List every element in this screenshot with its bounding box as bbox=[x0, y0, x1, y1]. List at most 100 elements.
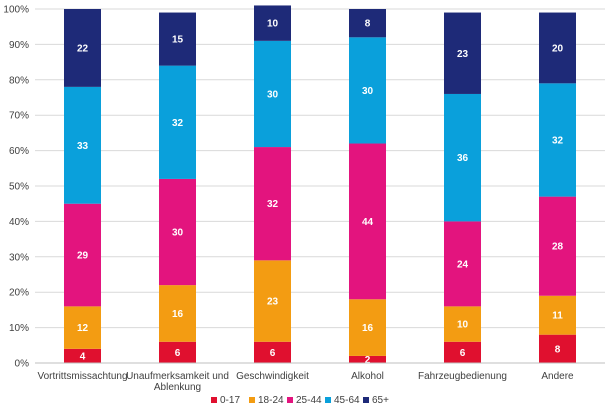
bar-segment bbox=[539, 334, 576, 363]
bar-segment bbox=[159, 12, 196, 66]
legend-swatch bbox=[325, 397, 331, 403]
data-label: 6 bbox=[175, 348, 181, 359]
bar-segment bbox=[444, 12, 481, 94]
data-label: 24 bbox=[457, 259, 469, 270]
x-tick-label: Fahrzeugbedienung bbox=[418, 371, 507, 382]
bar-segment bbox=[159, 65, 196, 179]
data-label: 30 bbox=[172, 228, 184, 239]
data-label: 23 bbox=[457, 49, 469, 60]
data-label: 36 bbox=[457, 153, 469, 164]
bar-segment bbox=[64, 203, 101, 307]
data-label: 10 bbox=[457, 320, 469, 331]
bar-segment bbox=[444, 306, 481, 342]
bar-segment bbox=[539, 295, 576, 335]
legend: 0-17 18-24 25-44 45-64 65+ bbox=[211, 395, 389, 406]
bar-stack: 4 12 29 33 22 bbox=[64, 9, 101, 363]
data-label: 11 bbox=[552, 311, 563, 322]
data-label: 8 bbox=[365, 19, 371, 30]
data-label: 10 bbox=[267, 19, 279, 30]
bar-segment bbox=[64, 348, 101, 363]
data-label: 6 bbox=[460, 348, 466, 359]
data-label: 4 bbox=[80, 351, 86, 362]
legend-label: 0-17 bbox=[220, 395, 240, 406]
bar-stack: 6 16 30 32 15 bbox=[159, 12, 196, 363]
data-label: 16 bbox=[172, 309, 184, 320]
legend-item: 18-24 bbox=[249, 395, 284, 406]
y-tick-label: 90% bbox=[9, 40, 29, 51]
bar-segment bbox=[159, 341, 196, 363]
data-label: 20 bbox=[552, 43, 564, 54]
data-label: 8 bbox=[555, 344, 561, 355]
x-tick-label: Andere bbox=[541, 371, 574, 382]
bar-segment bbox=[444, 221, 481, 307]
bar-segment bbox=[349, 37, 386, 144]
data-label: 12 bbox=[77, 323, 89, 334]
data-label: 15 bbox=[172, 35, 184, 46]
y-tick-label: 100% bbox=[3, 5, 29, 16]
x-tick-label: Alkohol bbox=[351, 371, 384, 382]
bar-segment bbox=[444, 341, 481, 363]
bar-segment bbox=[539, 83, 576, 197]
bar-segment bbox=[349, 355, 386, 363]
y-tick-label: 60% bbox=[9, 146, 29, 157]
data-label: 29 bbox=[77, 251, 89, 262]
legend-swatch bbox=[287, 397, 293, 403]
legend-item: 45-64 bbox=[325, 395, 360, 406]
bar-segment bbox=[254, 147, 291, 261]
gridlines bbox=[35, 8, 605, 329]
y-tick-label: 80% bbox=[9, 75, 29, 86]
bar-segment bbox=[539, 12, 576, 84]
legend-label: 18-24 bbox=[258, 395, 284, 406]
legend-label: 65+ bbox=[372, 395, 389, 406]
data-label: 2 bbox=[365, 355, 371, 366]
bar-segment bbox=[254, 40, 291, 148]
x-tick-label: Vortrittsmissachtung bbox=[37, 371, 127, 382]
bar-segment bbox=[349, 143, 386, 300]
data-label: 23 bbox=[267, 297, 279, 308]
bar-segment bbox=[254, 341, 291, 363]
x-tick-label: Ablenkung bbox=[154, 382, 201, 393]
data-label: 33 bbox=[77, 141, 89, 152]
bars: 4 12 29 33 22 6 16 30 32 15 6 23 32 30 10 2 16 44 30 8 6 10 24… bbox=[64, 5, 576, 366]
bar-segment bbox=[159, 178, 196, 286]
y-axis: 0% 10% 20% 30% 40% 50% 60% 70% 80% 90% 100% bbox=[3, 5, 29, 370]
legend-swatch bbox=[363, 397, 369, 403]
data-label: 32 bbox=[172, 118, 184, 129]
y-tick-label: 30% bbox=[9, 252, 29, 263]
bar-segment bbox=[349, 9, 386, 38]
x-tick-label: Unaufmerksamkeit und bbox=[126, 371, 229, 382]
y-tick-label: 40% bbox=[9, 217, 29, 228]
y-tick-label: 70% bbox=[9, 111, 29, 122]
bar-segment bbox=[349, 299, 386, 356]
x-tick-label: Geschwindigkeit bbox=[236, 371, 309, 382]
legend-item: 25-44 bbox=[287, 395, 322, 406]
data-label: 32 bbox=[552, 135, 564, 146]
legend-item: 65+ bbox=[363, 395, 389, 406]
bar-stack: 8 11 28 32 20 bbox=[539, 12, 576, 363]
legend-swatch bbox=[211, 397, 217, 403]
data-label: 16 bbox=[362, 323, 374, 334]
legend-label: 25-44 bbox=[296, 395, 322, 406]
bar-segment bbox=[64, 306, 101, 349]
y-tick-label: 10% bbox=[9, 323, 29, 334]
bar-segment bbox=[444, 93, 481, 222]
data-label: 32 bbox=[267, 199, 279, 210]
data-label: 44 bbox=[362, 217, 374, 228]
legend-swatch bbox=[249, 397, 255, 403]
bar-stack: 6 10 24 36 23 bbox=[444, 12, 481, 363]
y-tick-label: 0% bbox=[15, 359, 30, 370]
data-label: 30 bbox=[362, 86, 374, 97]
bar-segment bbox=[539, 196, 576, 296]
data-label: 30 bbox=[267, 89, 279, 100]
legend-label: 45-64 bbox=[334, 395, 360, 406]
y-tick-label: 20% bbox=[9, 288, 29, 299]
bar-segment bbox=[64, 9, 101, 87]
bar-stack: 2 16 44 30 8 bbox=[349, 9, 386, 366]
legend-item: 0-17 bbox=[211, 395, 240, 406]
data-label: 6 bbox=[270, 348, 276, 359]
data-label: 28 bbox=[552, 242, 564, 253]
bar-segment bbox=[159, 285, 196, 342]
bar-stack: 6 23 32 30 10 bbox=[254, 5, 291, 363]
